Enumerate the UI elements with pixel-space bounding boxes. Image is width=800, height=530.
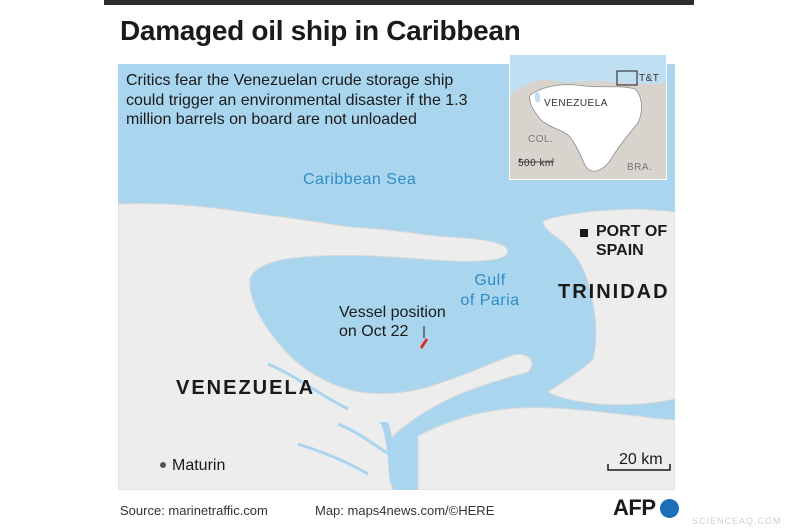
page-title: Damaged oil ship in Caribbean <box>120 15 521 46</box>
vessel-label-line1: Vessel position <box>339 304 446 321</box>
vessel-label-line2: on Oct 22 <box>339 323 409 340</box>
inset-lake <box>534 91 541 103</box>
inset-scale-bar <box>519 158 554 163</box>
venezuela-east-coast <box>417 407 675 490</box>
watermark: SCIENCEAQ.COM <box>692 516 782 526</box>
inset-graphic <box>510 55 666 179</box>
port-label-line1: PORT OF <box>596 223 668 240</box>
venezuela-label: VENEZUELA <box>176 377 316 399</box>
trinidad-label: TRINIDAD <box>558 281 670 303</box>
top-bar <box>104 0 694 5</box>
orinoco-channel <box>380 422 394 484</box>
inset-col-label: COL. <box>528 134 554 145</box>
port-of-spain-marker <box>580 229 588 237</box>
description-text: Critics fear the Venezuelan crude storag… <box>126 72 468 128</box>
scale-bar <box>607 464 671 471</box>
trinidad-landmass <box>542 208 675 406</box>
maturin-label: Maturin <box>172 457 226 474</box>
port-label-line2: SPAIN <box>596 242 644 259</box>
gulf-of-paria-label: Gulf of Paria <box>455 271 525 311</box>
afp-logo-dot <box>660 499 679 518</box>
source-text: Source: marinetraffic.com <box>120 503 268 518</box>
inset-tt-label: T&T <box>639 73 660 84</box>
locator-inset-map: VENEZUELA T&T COL. BRA. 500 km <box>509 54 667 180</box>
vessel-marker <box>420 338 428 349</box>
inset-bra-label: BRA. <box>627 162 653 173</box>
inset-locator-box <box>616 70 638 86</box>
scale-label: 20 km <box>619 451 663 468</box>
caribbean-sea-label: Caribbean Sea <box>303 171 417 188</box>
afp-logo: AFP <box>613 495 656 520</box>
inset-venezuela <box>529 84 642 172</box>
inset-scale-label: 500 km <box>518 158 554 169</box>
vessel-position-label: Vessel position on Oct 22 <box>339 303 446 341</box>
gulf-label-line2: of Paria <box>460 292 520 309</box>
inset-venezuela-label: VENEZUELA <box>544 98 608 109</box>
maturin-marker <box>160 462 166 468</box>
port-of-spain-label: PORT OF SPAIN <box>596 222 667 260</box>
venezuela-landmass <box>118 202 533 490</box>
gulf-label-line1: Gulf <box>474 272 506 289</box>
map-credit-text: Map: maps4news.com/©HERE <box>315 503 495 518</box>
